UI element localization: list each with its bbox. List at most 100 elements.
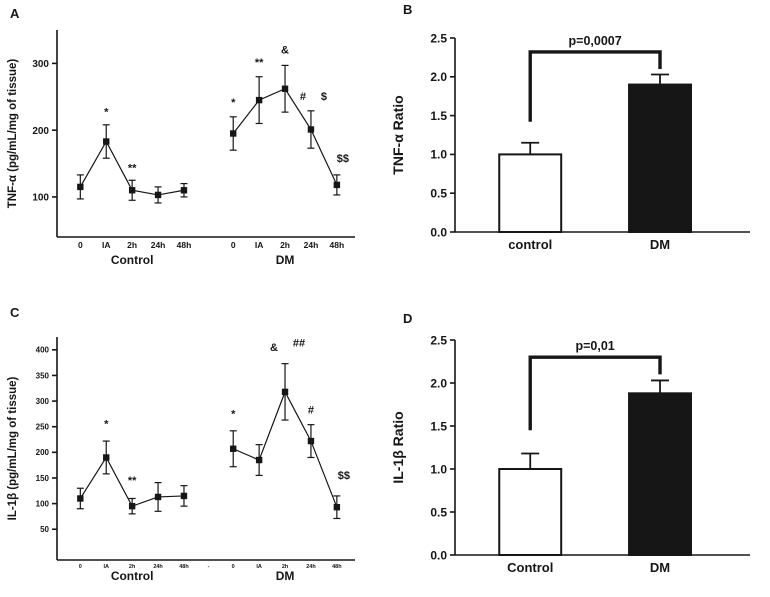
y-tick-label: 200 xyxy=(32,126,49,137)
y-tick-label: 2.0 xyxy=(430,70,447,84)
data-point-marker xyxy=(77,183,84,191)
x-tick-label: 24h xyxy=(153,564,163,570)
significance-marker: ** xyxy=(255,57,264,69)
significance-marker: $ xyxy=(321,91,327,103)
il-1-beta-timecourse-chart: 50 100 150 200 250 300 350 400 IL-1β (pg/mL/mg o… xyxy=(7,337,355,583)
tnf-alpha-timecourse-chart: 100 200 300 TNF-α (pg/mL/mg of tissue) 0 IA 2h… xyxy=(7,30,355,267)
x-tick-label: 0 xyxy=(78,240,83,250)
il-1-beta-ratio-bar-chart: 0.0 0.5 1.0 1.5 2.0 2.5 IL-1β Ratio Control DM p=… xyxy=(390,333,750,575)
panel-c-label: C xyxy=(10,305,20,320)
significance-marker: ** xyxy=(128,475,137,487)
x-tick-label: 2h xyxy=(280,240,290,250)
x-tick-label: 24h xyxy=(151,240,166,250)
data-point-marker xyxy=(307,126,315,133)
x-tick-label: 2h xyxy=(129,564,136,570)
data-point-marker xyxy=(333,181,341,189)
y-axis-title: IL-1β (pg/mL/mg of tissue) xyxy=(7,376,19,520)
x-tick-label: 2h xyxy=(127,240,137,250)
x-tick-label: IA xyxy=(255,240,264,250)
x-tick-label: IA xyxy=(102,240,111,250)
y-tick-label: 150 xyxy=(36,474,50,483)
bar-category-label: Control xyxy=(507,560,553,575)
significance-marker: $$ xyxy=(338,470,350,482)
group-label: Control xyxy=(111,569,154,583)
panel-a: A 100 200 300 TNF-α (pg/mL/mg of tissue) 0 IA… xyxy=(0,0,385,297)
y-tick-label: 2.5 xyxy=(430,333,447,347)
data-point-marker xyxy=(128,502,136,510)
data-point-marker xyxy=(255,96,263,104)
x-tick-label: 24h xyxy=(306,564,316,570)
group-label: Control xyxy=(111,253,154,267)
y-tick-label: 2.0 xyxy=(430,376,447,390)
significance-marker: # xyxy=(300,91,306,103)
data-point-marker xyxy=(180,492,188,500)
data-point-marker xyxy=(333,503,341,511)
x-tick-label: 48h xyxy=(332,564,342,570)
significance-marker: * xyxy=(231,97,236,109)
y-tick-label: 50 xyxy=(40,525,49,534)
y-axis-title: TNF-α Ratio xyxy=(390,95,406,174)
y-tick-label: 350 xyxy=(36,371,50,380)
x-tick-label: 24h xyxy=(304,240,319,250)
y-tick-label: 0.0 xyxy=(430,225,447,239)
data-point-marker xyxy=(281,388,289,396)
data-point-marker xyxy=(230,445,237,452)
x-tick-label: 48h xyxy=(179,564,189,570)
bar-category-label: DM xyxy=(650,560,670,575)
data-point-marker xyxy=(103,138,110,145)
data-point-marker xyxy=(103,454,110,461)
significance-marker: & xyxy=(281,44,289,56)
x-tick-label: IA xyxy=(103,564,109,570)
bar-DM xyxy=(628,83,693,233)
x-tick-label: 48h xyxy=(330,240,345,250)
y-axis-title: IL-1β Ratio xyxy=(390,411,406,483)
panel-a-label: A xyxy=(10,6,20,21)
x-tick-label: 0 xyxy=(79,564,82,570)
data-point-marker xyxy=(154,493,162,501)
data-point-marker xyxy=(154,191,162,199)
x-tick-label: 2h xyxy=(282,564,289,570)
y-tick-label: 2.5 xyxy=(430,31,447,45)
y-tick-label: 1.5 xyxy=(430,419,447,433)
y-tick-label: 1.0 xyxy=(430,148,447,162)
data-point-marker xyxy=(180,187,188,194)
significance-marker: $$ xyxy=(337,153,349,165)
y-tick-label: 0.0 xyxy=(430,548,447,562)
data-point-marker xyxy=(281,85,289,92)
panel-d-label: D xyxy=(403,311,413,326)
x-gap-mark: - xyxy=(208,564,210,570)
significance-marker: * xyxy=(104,419,109,431)
significance-bracket xyxy=(528,50,662,122)
significance-marker: & xyxy=(270,342,278,354)
significance-bracket xyxy=(528,355,662,431)
y-tick-label: 300 xyxy=(36,397,50,406)
group-label: DM xyxy=(276,569,295,583)
data-point-marker xyxy=(77,495,84,502)
x-tick-label: IA xyxy=(256,564,262,570)
significance-marker: # xyxy=(308,404,314,416)
panel-b-label: B xyxy=(403,2,413,17)
y-tick-label: 200 xyxy=(36,448,50,457)
data-point-marker xyxy=(255,456,263,464)
significance-marker: * xyxy=(104,106,109,118)
y-tick-label: 100 xyxy=(32,193,49,204)
y-tick-label: 300 xyxy=(32,59,49,70)
significance-marker: * xyxy=(231,408,236,420)
y-tick-label: 400 xyxy=(36,346,50,355)
p-value-label: p=0,0007 xyxy=(569,34,622,48)
bar-Control xyxy=(498,468,563,556)
panel-d: D 0.0 0.5 1.0 1.5 2.0 2.5 IL-1β Ratio Control DM… xyxy=(385,297,770,597)
y-tick-label: 1.0 xyxy=(430,462,447,476)
panel-c: C 50 100 150 200 250 300 350 400 IL-1β (pg/mL/mg… xyxy=(0,297,385,597)
y-axis-title: TNF-α (pg/mL/mg of tissue) xyxy=(7,59,19,209)
bar-control xyxy=(498,153,563,233)
y-tick-label: 1.5 xyxy=(430,109,447,123)
data-point-marker xyxy=(307,437,315,445)
bar-category-label: DM xyxy=(650,237,670,252)
x-tick-label: 0 xyxy=(231,240,236,250)
panel-b: B 0.0 0.5 1.0 1.5 2.0 2.5 TNF-α Ratio control DM… xyxy=(385,0,770,297)
x-tick-label: 0 xyxy=(232,564,235,570)
y-tick-label: 250 xyxy=(36,423,50,432)
y-tick-label: 0.5 xyxy=(430,187,447,201)
data-point-marker xyxy=(230,130,237,137)
